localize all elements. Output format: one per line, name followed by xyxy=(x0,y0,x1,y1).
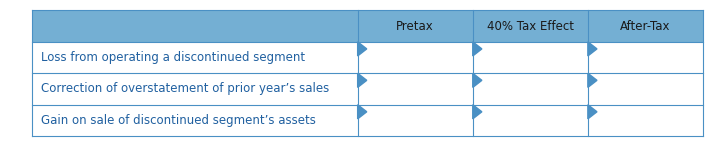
Text: After-Tax: After-Tax xyxy=(620,20,671,33)
Text: Correction of overstatement of prior year’s sales: Correction of overstatement of prior yea… xyxy=(41,82,329,95)
Polygon shape xyxy=(588,42,597,56)
Bar xyxy=(32,10,703,42)
Polygon shape xyxy=(588,105,597,119)
Text: Pretax: Pretax xyxy=(397,20,434,33)
Polygon shape xyxy=(358,42,367,56)
Bar xyxy=(32,42,703,73)
Polygon shape xyxy=(358,105,367,119)
Polygon shape xyxy=(473,42,482,56)
Polygon shape xyxy=(473,73,482,87)
Text: Gain on sale of discontinued segment’s assets: Gain on sale of discontinued segment’s a… xyxy=(41,114,316,127)
Bar xyxy=(32,105,703,136)
Bar xyxy=(32,73,703,105)
Polygon shape xyxy=(588,73,597,87)
Polygon shape xyxy=(473,105,482,119)
Text: Loss from operating a discontinued segment: Loss from operating a discontinued segme… xyxy=(41,51,305,64)
Polygon shape xyxy=(358,73,367,87)
Text: 40% Tax Effect: 40% Tax Effect xyxy=(487,20,574,33)
